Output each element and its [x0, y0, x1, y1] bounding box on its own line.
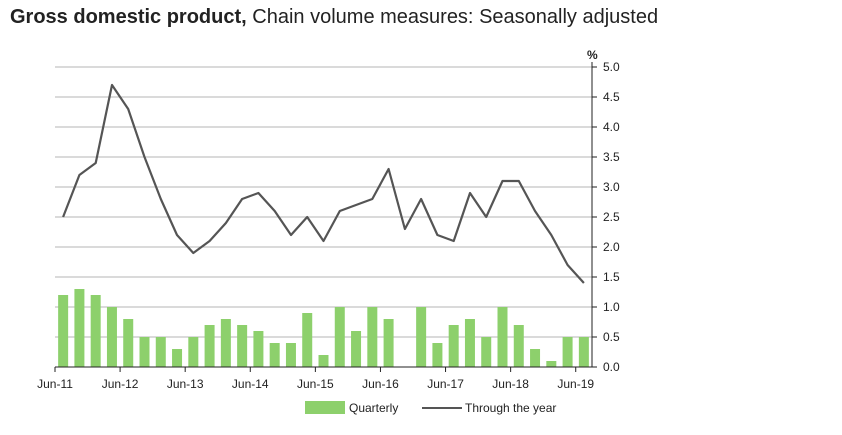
quarterly-bar: [318, 355, 329, 367]
quarterly-bar: [302, 313, 313, 367]
x-tick-label: Jun-13: [167, 377, 204, 391]
x-tick-label: Jun-16: [362, 377, 399, 391]
through-year-line: [62, 83, 585, 284]
x-tick-label: Jun-11: [37, 377, 73, 391]
quarterly-bar: [188, 337, 199, 367]
quarterly-bar: [513, 325, 524, 367]
y-tick-label: 0.5: [603, 330, 620, 344]
x-tick-label: Jun-19: [557, 377, 594, 391]
quarterly-bar: [285, 343, 296, 367]
y-tick-label: 2.5: [603, 210, 620, 224]
quarterly-bar: [220, 319, 231, 367]
quarterly-bar: [90, 295, 101, 367]
x-tick-label: Jun-18: [492, 377, 529, 391]
y-tick-label: 2.0: [603, 240, 620, 254]
quarterly-bar: [139, 337, 150, 367]
quarterly-bar: [562, 337, 573, 367]
quarterly-bars: [58, 289, 589, 367]
legend-label-quarterly: Quarterly: [349, 401, 398, 415]
quarterly-bar: [416, 307, 427, 367]
quarterly-bar: [432, 343, 443, 367]
quarterly-bar: [106, 307, 117, 367]
quarterly-bar: [237, 325, 248, 367]
gridlines: [55, 66, 592, 338]
chart-title-part2: Seasonally adjusted: [479, 6, 659, 28]
quarterly-bar: [530, 349, 541, 367]
quarterly-bar: [204, 325, 215, 367]
y-tick-label: 1.0: [603, 300, 620, 314]
x-tick-label: Jun-15: [297, 377, 334, 391]
x-tick-label: Jun-14: [232, 377, 269, 391]
quarterly-bar: [578, 337, 589, 367]
quarterly-bar: [367, 307, 378, 367]
y-tick-label: 1.5: [603, 270, 620, 284]
chart-title-part: Chain volume measures:: [252, 6, 474, 28]
chart-title: Gross domestic product, Chain volume mea…: [10, 6, 658, 29]
chart-title-bold: Gross domestic product,: [10, 6, 247, 28]
quarterly-bar: [383, 319, 394, 367]
y-tick-label: 5.0: [603, 60, 620, 74]
quarterly-bar: [334, 307, 345, 367]
quarterly-bar: [58, 295, 69, 367]
quarterly-bar: [481, 337, 492, 367]
quarterly-bar: [123, 319, 134, 367]
axes: 5.0 4.5 4.0 3.5 3.0 2.5 2.0 1.5 1.0 0.5 0.0% Jun-11…: [37, 48, 620, 391]
y-tick-label: 3.5: [603, 150, 620, 164]
quarterly-bar: [253, 331, 264, 367]
quarterly-bar: [155, 337, 166, 367]
quarterly-bar: [172, 349, 183, 367]
quarterly-bar: [351, 331, 362, 367]
y-tick-label: 4.5: [603, 90, 620, 104]
quarterly-bar: [546, 361, 557, 367]
y-tick-label: 4.0: [603, 120, 620, 134]
x-tick-label: Jun-17: [427, 377, 464, 391]
through-year-line-group: [62, 83, 585, 284]
quarterly-bar: [74, 289, 85, 367]
y-tick-label: 3.0: [603, 180, 620, 194]
x-tick-label: Jun-12: [102, 377, 139, 391]
quarterly-bar: [464, 319, 475, 367]
quarterly-bar: [497, 307, 508, 367]
quarterly-bar: [448, 325, 459, 367]
y-tick-label: 0.0: [603, 360, 620, 374]
legend-swatch-quarterly: [305, 401, 345, 414]
legend: Quarterly Through the year: [305, 401, 556, 415]
unit-label: %: [587, 48, 598, 62]
legend-label-through-year: Through the year: [465, 401, 556, 415]
quarterly-bar: [269, 343, 280, 367]
